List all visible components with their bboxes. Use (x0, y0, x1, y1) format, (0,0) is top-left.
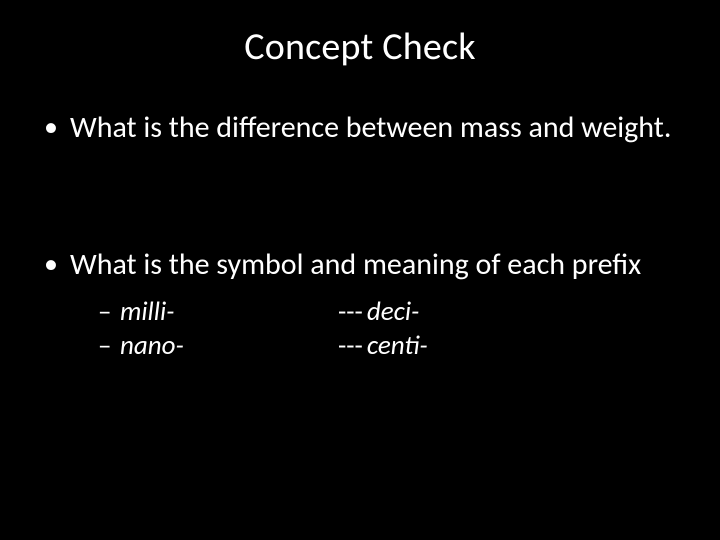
sub-item-right: ---deci- (338, 295, 419, 329)
sub-row: nano- ---centi- (40, 329, 680, 363)
sub-item-left: nano- (98, 329, 338, 363)
sub-label: deci- (367, 295, 419, 328)
bullet-list: What is the symbol and meaning of each p… (40, 247, 680, 284)
sub-label: centi- (367, 329, 428, 362)
slide-title: Concept Check (40, 24, 680, 70)
sub-label: milli- (120, 295, 174, 328)
sub-label: nano- (120, 329, 184, 362)
sub-item-left: milli- (98, 295, 338, 329)
slide: Concept Check What is the difference bet… (0, 0, 720, 540)
spacer (40, 159, 680, 247)
bullet-text: What is the symbol and meaning of each p… (70, 246, 641, 283)
dash-prefix: --- (338, 295, 363, 328)
bullet-item: What is the symbol and meaning of each p… (40, 247, 680, 284)
dash-prefix: --- (338, 329, 363, 362)
bullet-item: What is the difference between mass and … (40, 110, 680, 147)
sub-item-right: ---centi- (338, 329, 428, 363)
sub-row: milli- ---deci- (40, 295, 680, 329)
bullet-text: What is the difference between mass and … (70, 109, 671, 146)
bullet-list: What is the difference between mass and … (40, 110, 680, 147)
